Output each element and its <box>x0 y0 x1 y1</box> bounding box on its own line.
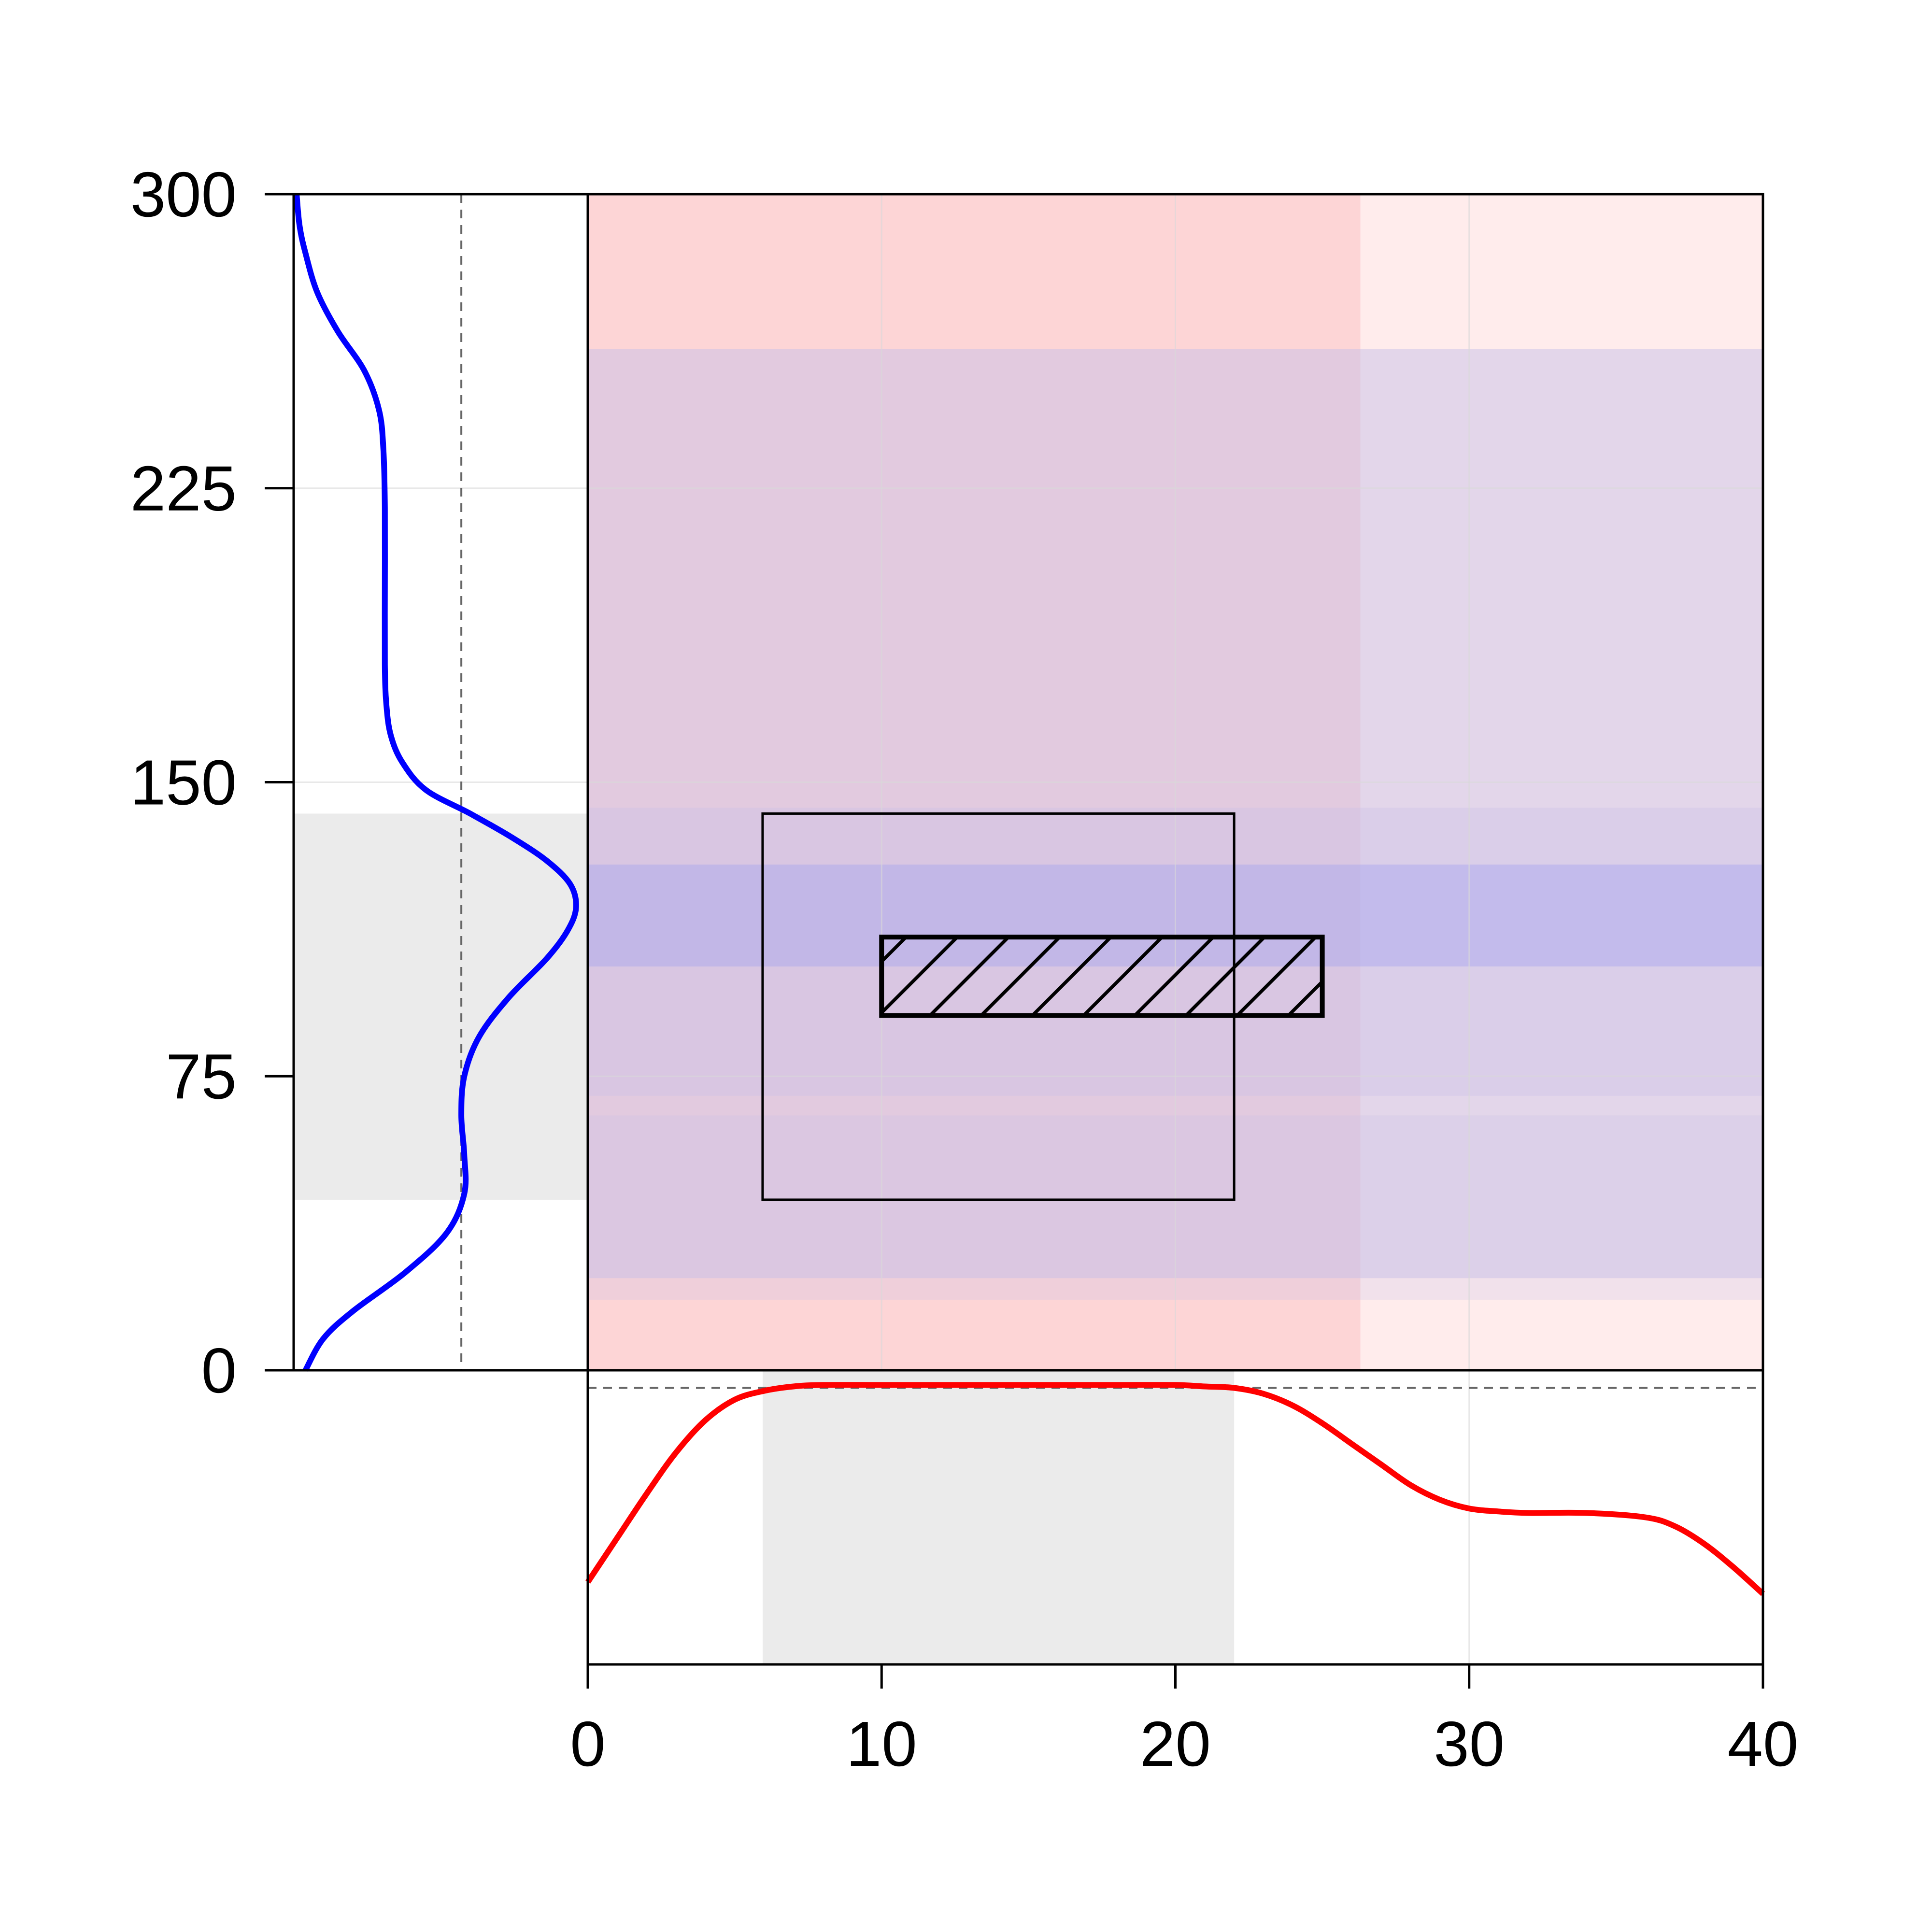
y-tick-label-150: 150 <box>130 747 237 818</box>
hatched-box <box>879 935 1325 1018</box>
y-density-shaded-range <box>294 813 588 1200</box>
x-tick-label-30: 30 <box>1434 1708 1505 1779</box>
y-tick-label-300: 300 <box>130 159 237 230</box>
x-tick-label-10: 10 <box>846 1708 917 1779</box>
x-tick-label-0: 0 <box>570 1708 605 1779</box>
axes: 0 10 20 30 40 0 75 150 225 300 <box>130 159 1799 1779</box>
y-tick-label-75: 75 <box>166 1041 237 1112</box>
y-tick-label-225: 225 <box>130 453 237 524</box>
y-density-curve <box>294 194 579 1372</box>
x-tick-label-40: 40 <box>1728 1708 1799 1779</box>
x-density-shaded-range <box>762 1370 1235 1664</box>
marginal-panels <box>294 194 1765 1664</box>
y-tick-label-0: 0 <box>201 1335 237 1406</box>
x-density-curve <box>585 1382 1765 1596</box>
boxes <box>761 812 1325 1201</box>
x-tick-label-20: 20 <box>1140 1708 1211 1779</box>
